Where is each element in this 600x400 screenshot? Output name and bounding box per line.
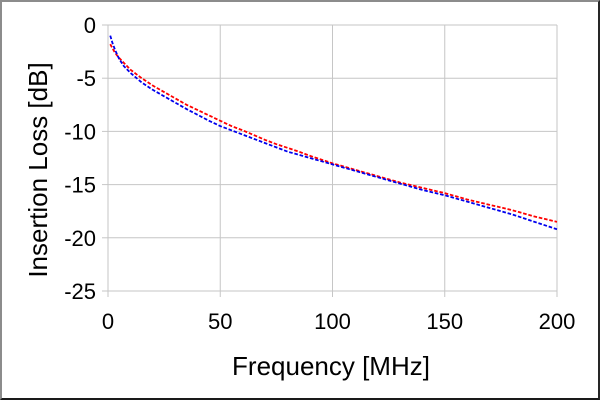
x-tick-label: 200 bbox=[539, 309, 576, 334]
x-tick-label: 150 bbox=[426, 309, 463, 334]
red-dashed-series bbox=[109, 43, 558, 223]
blue-dashed-series bbox=[109, 35, 558, 231]
y-tick-label: -15 bbox=[64, 173, 96, 198]
y-tick-label: -25 bbox=[64, 279, 96, 304]
x-tick-label: 100 bbox=[314, 309, 351, 334]
x-axis-title: Frequency [MHz] bbox=[232, 351, 430, 381]
x-tick-label: 50 bbox=[208, 309, 232, 334]
y-tick-label: 0 bbox=[84, 13, 96, 38]
y-tick-label: -5 bbox=[76, 66, 96, 91]
y-tick-label: -10 bbox=[64, 119, 96, 144]
y-tick-label: -20 bbox=[64, 226, 96, 251]
x-tick-label: 0 bbox=[102, 309, 114, 334]
y-axis-title: Insertion Loss [dB] bbox=[23, 62, 53, 278]
